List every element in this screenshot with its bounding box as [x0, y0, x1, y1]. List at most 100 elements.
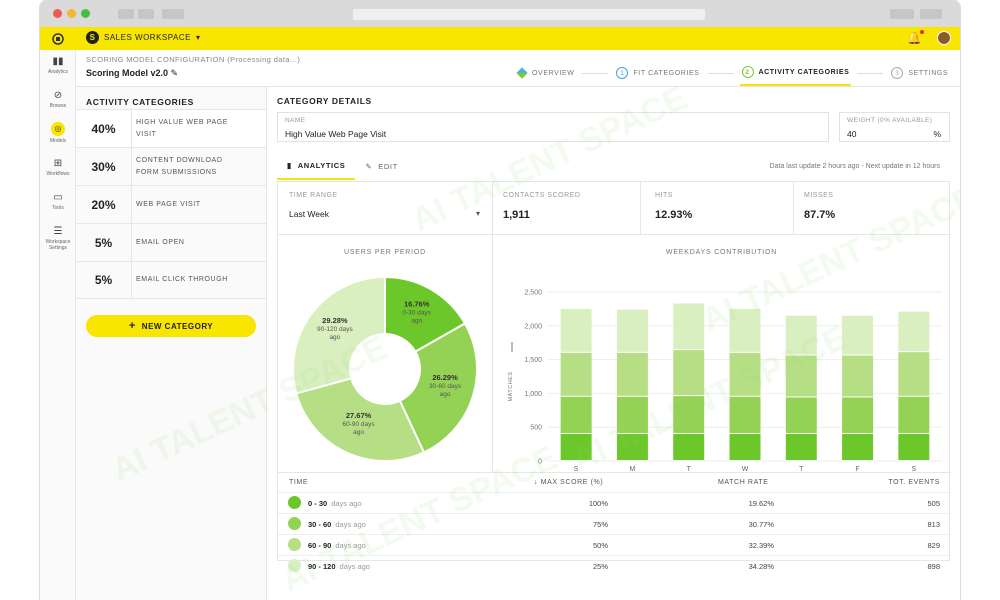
nav-browse[interactable]: ⊘ Browse [40, 90, 76, 109]
bar-segment[interactable] [785, 397, 817, 433]
bar-segment[interactable] [898, 311, 930, 352]
tot-events-cell: 829 [927, 541, 940, 550]
step-activity-categories[interactable]: 2 ACTIVITY CATEGORIES [739, 60, 852, 86]
bar-segment[interactable] [785, 355, 817, 397]
pie-chart-title: USERS PER PERIOD [343, 249, 427, 256]
nav-models[interactable]: ◎ Models [49, 122, 67, 144]
nav-tools[interactable]: ▭ Tools [40, 192, 76, 211]
name-field[interactable]: NAME High Value Web Page Visit [277, 112, 829, 142]
x-tick-label: W [742, 466, 749, 472]
bar-segment[interactable] [616, 433, 648, 460]
period-range: 0 - 30 [308, 499, 328, 508]
bar-segment[interactable] [842, 355, 874, 397]
bar-segment[interactable] [673, 433, 705, 460]
pencil-icon[interactable]: ✎ [170, 68, 179, 78]
weight-field[interactable]: WEIGHT (0% AVAILABLE) 40 % [839, 112, 950, 142]
bar-chart-icon: ▮ [287, 160, 292, 170]
bar-segment[interactable] [898, 396, 930, 433]
models-icon: ◎ [51, 122, 65, 136]
bar-segment[interactable] [729, 433, 761, 460]
step-overview[interactable]: OVERVIEW [515, 60, 576, 86]
col-match-rate[interactable]: MATCH RATE [718, 479, 769, 486]
activity-categories-panel: ACTIVITY CATEGORIES 40% HIGH VALUE WEB PA… [76, 87, 267, 600]
category-row[interactable]: 5% EMAIL OPEN [76, 223, 266, 261]
period-color-dot [288, 538, 301, 551]
pie-slice[interactable] [398, 322, 478, 454]
category-row[interactable]: 40% HIGH VALUE WEB PAGE VISIT [76, 109, 266, 147]
table-row[interactable]: 60 - 90 days ago 50% 32.39% 829 [278, 534, 951, 554]
maximize-window-button[interactable] [81, 9, 90, 18]
new-category-button[interactable]: + NEW CATEGORY [86, 315, 256, 337]
category-row[interactable]: 20% WEB PAGE VISIT [76, 185, 266, 223]
workspace-icon: S [86, 31, 99, 44]
model-name[interactable]: Scoring Model v2.0 ✎ [86, 68, 179, 78]
bar-segment[interactable] [673, 303, 705, 350]
x-tick-label: T [687, 466, 692, 472]
bar-segment[interactable] [616, 352, 648, 396]
tab-edit[interactable]: ✎ EDIT [365, 161, 398, 171]
nav-workspace-settings[interactable]: ☰ Workspace Settings [40, 226, 76, 251]
nav-workflows[interactable]: ⊞ Workflows [40, 158, 76, 177]
bar-segment[interactable] [898, 352, 930, 396]
back-button[interactable] [138, 9, 154, 19]
bell-icon[interactable]: 🔔 [907, 31, 922, 45]
tabs-button[interactable] [920, 9, 942, 19]
sidebar-toggle-button[interactable] [118, 9, 134, 19]
bar-segment[interactable] [898, 433, 930, 460]
bar-segment[interactable] [560, 396, 592, 433]
bar-segment[interactable] [560, 352, 592, 396]
bar-segment[interactable] [616, 396, 648, 433]
weight-label: WEIGHT (0% AVAILABLE) [847, 117, 933, 124]
bar-segment[interactable] [842, 315, 874, 355]
bar-segment[interactable] [785, 315, 817, 355]
minimize-window-button[interactable] [67, 9, 76, 18]
category-row[interactable]: 5% EMAIL CLICK THROUGH [76, 261, 266, 299]
col-tot-events[interactable]: TOT. EVENTS [888, 479, 940, 486]
period-cell: 0 - 30 days ago [308, 499, 362, 508]
workspace-selector[interactable]: S SALES WORKSPACE ▾ [86, 31, 200, 44]
chevron-down-icon: ▾ [195, 33, 201, 42]
bar-segment[interactable] [616, 309, 648, 352]
pie-slice[interactable] [292, 275, 386, 395]
pie-slice[interactable] [384, 275, 467, 354]
bar-segment[interactable] [842, 397, 874, 433]
bar-segment[interactable] [842, 433, 874, 460]
app-logo[interactable] [40, 27, 76, 50]
compass-icon: ⊘ [53, 90, 63, 101]
share-button[interactable] [890, 9, 914, 19]
bar-segment[interactable] [560, 433, 592, 460]
bar-segment[interactable] [560, 308, 592, 352]
bar-segment[interactable] [729, 308, 761, 352]
bar-segment[interactable] [785, 433, 817, 460]
left-nav: ▮▮ Analytics ⊘ Browse ◎ Models ⊞ Workflows ▭… [40, 50, 76, 600]
close-window-button[interactable] [53, 9, 62, 18]
col-time[interactable]: TIME [289, 479, 309, 486]
tab-analytics[interactable]: ▮ ANALYTICS [277, 152, 356, 180]
table-row[interactable]: 0 - 30 days ago 100% 19.62% 505 [278, 492, 951, 512]
step-fit-categories[interactable]: 1 FIT CATEGORIES [614, 60, 701, 86]
bar-segment[interactable] [673, 396, 705, 433]
table-row[interactable]: 90 - 120 days ago 25% 34.28% 898 [278, 555, 951, 575]
bar-segment[interactable] [673, 350, 705, 396]
bar-segment[interactable] [729, 352, 761, 396]
config-header: SCORING MODEL CONFIGURATION (Processing … [86, 55, 300, 79]
avatar[interactable] [937, 31, 951, 45]
y-tick-label: 2,500 [524, 290, 542, 297]
bar-segment[interactable] [729, 396, 761, 433]
step-settings[interactable]: 3 SETTINGS [889, 60, 950, 86]
nav-analytics[interactable]: ▮▮ Analytics [40, 56, 76, 75]
pie-slice[interactable] [295, 377, 426, 462]
table-row[interactable]: 30 - 60 days ago 75% 30.77% 813 [278, 513, 951, 533]
col-max-score[interactable]: ↓ MAX SCORE (%) [534, 479, 604, 486]
forward-button[interactable] [162, 9, 184, 19]
pie-slice-label: 16.76% [404, 300, 430, 309]
pencil-icon: ✎ [365, 161, 373, 171]
category-row[interactable]: 30% CONTENT DOWNLOAD FORM SUBMISSIONS [76, 147, 266, 185]
logo-icon [52, 32, 64, 45]
pie-slice-label: 27.67% [346, 411, 372, 420]
pie-slice-sublabel: 60-90 days [343, 421, 376, 428]
panel-title: ACTIVITY CATEGORIES [86, 97, 194, 107]
time-range-value: Last Week [289, 209, 330, 219]
time-range-select[interactable]: TIME RANGE Last Week ▾ [278, 182, 492, 234]
address-bar[interactable] [353, 9, 705, 20]
